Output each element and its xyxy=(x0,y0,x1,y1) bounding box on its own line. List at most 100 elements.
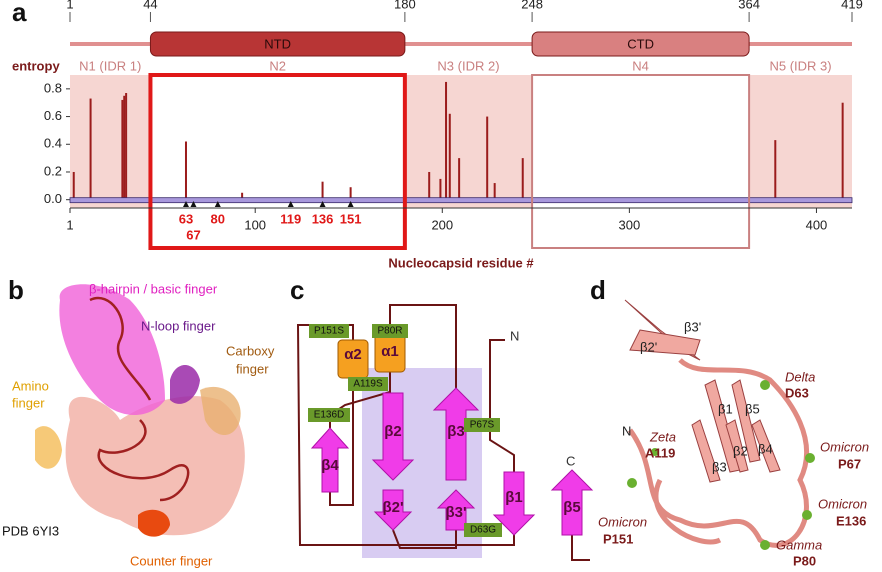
domain xyxy=(149,31,406,57)
residue xyxy=(760,540,770,550)
marker-label: 119 xyxy=(280,211,301,226)
bar xyxy=(121,99,124,200)
strand xyxy=(550,469,594,536)
region-label: N2 xyxy=(269,58,286,73)
connector xyxy=(296,324,515,546)
strand xyxy=(492,471,536,536)
marker-label: 63 xyxy=(179,211,193,226)
mutation: E136D xyxy=(314,410,345,421)
strand xyxy=(432,387,480,481)
marker xyxy=(190,201,197,207)
connector xyxy=(571,535,590,561)
marker-label: 67 xyxy=(186,227,200,242)
region-shade xyxy=(404,75,533,208)
region-shade xyxy=(749,75,852,208)
helix-label: α1 xyxy=(381,343,399,360)
strand-label: β4 xyxy=(758,441,773,456)
mutation: D63G xyxy=(470,525,496,536)
bar xyxy=(448,113,451,200)
region-box xyxy=(531,74,751,249)
variant-name: Omicron xyxy=(598,514,647,529)
bar xyxy=(445,81,448,200)
carboxy-surface xyxy=(200,386,241,435)
panel-b: β-hairpin / basic finger N-loop finger C… xyxy=(2,281,275,568)
region-box xyxy=(148,73,407,250)
variant-name: Omicron xyxy=(818,496,867,511)
connector xyxy=(329,378,354,506)
bar xyxy=(493,183,496,200)
y-axis-label: entropy xyxy=(12,58,60,73)
y-tick-label: 0.4 xyxy=(44,136,62,151)
panel-label: c xyxy=(290,275,304,305)
strand-label: β2' xyxy=(640,339,657,354)
x-axis-label: Nucleocapsid residue # xyxy=(388,255,534,270)
bar xyxy=(841,102,844,200)
mutation-box xyxy=(348,377,388,391)
bar xyxy=(428,171,431,200)
annotation: N-loop finger xyxy=(141,318,216,333)
nloop-surface xyxy=(170,365,200,404)
ribbon xyxy=(629,329,701,356)
annotation: β-hairpin / basic finger xyxy=(89,281,218,296)
mutation-box xyxy=(309,324,349,338)
panel-label: a xyxy=(12,0,27,27)
region-label: N4 xyxy=(632,58,649,73)
mutation-box xyxy=(372,324,408,338)
ribbon xyxy=(627,358,810,548)
bar xyxy=(123,95,126,200)
mutation: P67S xyxy=(470,420,495,431)
region-label: N3 (IDR 2) xyxy=(437,58,499,73)
strand-label: β3 xyxy=(447,423,465,440)
strand xyxy=(310,427,350,493)
domain-label: NTD xyxy=(264,36,291,51)
marker xyxy=(182,201,189,207)
residue xyxy=(802,510,812,520)
variant-name: Gamma xyxy=(776,537,822,552)
variant-mutation: E136 xyxy=(836,513,866,528)
y-tick-label: 0.8 xyxy=(44,80,62,95)
strand-label: β3' xyxy=(445,504,466,521)
annotation: finger xyxy=(12,395,45,410)
strand-label: β3' xyxy=(684,319,701,334)
residue xyxy=(805,453,815,463)
marker-label: 80 xyxy=(211,211,225,226)
panel-label: b xyxy=(8,275,24,305)
amino-surface xyxy=(35,426,62,469)
x-tick-label: 400 xyxy=(806,217,828,232)
bar xyxy=(72,171,75,200)
top-tick-label: 419 xyxy=(841,0,863,11)
region-shade xyxy=(70,75,151,208)
mutation: P80R xyxy=(377,326,402,337)
strand xyxy=(373,489,413,531)
strand-label: β1 xyxy=(505,489,523,506)
variant-mutation: P80 xyxy=(793,553,816,568)
annotation: PDB 6YI3 xyxy=(2,523,59,538)
residue xyxy=(760,380,770,390)
bar xyxy=(486,116,489,200)
bar xyxy=(521,158,524,200)
residue xyxy=(627,478,637,488)
bar xyxy=(321,181,324,200)
bar xyxy=(774,140,777,200)
x-tick-label: 200 xyxy=(431,217,453,232)
domain-label: CTD xyxy=(627,36,654,51)
ribbon xyxy=(691,419,721,483)
marker xyxy=(287,201,294,207)
panel-label: d xyxy=(590,275,606,305)
bar xyxy=(349,187,352,200)
marker-label: 151 xyxy=(340,211,362,226)
top-tick-label: 364 xyxy=(738,0,760,11)
counter-surface xyxy=(138,509,170,537)
strand-label: β3 xyxy=(712,459,727,474)
marker xyxy=(319,201,326,207)
helix-label: α2 xyxy=(344,346,362,363)
variant-mutation: D63 xyxy=(785,385,809,400)
terminus: C xyxy=(566,453,575,468)
top-tick-label: 248 xyxy=(521,0,543,11)
region-label: N1 (IDR 1) xyxy=(79,58,141,73)
marker-label: 136 xyxy=(312,211,334,226)
x-tick-label: 1 xyxy=(66,217,73,232)
marker xyxy=(214,201,221,207)
bar xyxy=(89,98,92,200)
bar xyxy=(439,178,442,200)
